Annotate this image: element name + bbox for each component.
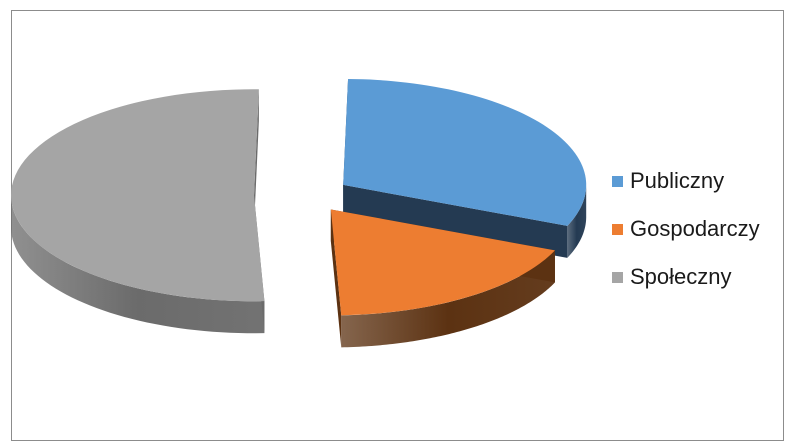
pie-top-publiczny bbox=[343, 78, 587, 226]
pie-slice-publiczny bbox=[343, 78, 587, 258]
pie-wall-spoleczny-1 bbox=[254, 89, 259, 228]
pie-side-publiczny bbox=[567, 185, 587, 258]
legend-label-spoleczny: Społeczny bbox=[630, 264, 732, 289]
pie-wall-publiczny-1 bbox=[343, 184, 568, 258]
pie-top-spoleczny bbox=[11, 89, 265, 302]
legend-label-gospodarczy: Gospodarczy bbox=[630, 216, 760, 241]
pie-slice-spoleczny bbox=[11, 89, 265, 334]
pie-top-gospodarczy bbox=[330, 209, 555, 316]
legend-label-publiczny: Publiczny bbox=[630, 168, 725, 193]
pie-side-gospodarczy bbox=[341, 250, 555, 348]
pie-slice-gospodarczy bbox=[330, 209, 555, 348]
legend-swatch-spoleczny bbox=[612, 272, 623, 283]
legend-swatch-publiczny bbox=[612, 176, 623, 187]
pie-wall-gospodarczy-1 bbox=[330, 209, 342, 348]
legend-swatch-gospodarczy bbox=[612, 224, 623, 235]
pie-side-spoleczny bbox=[11, 196, 265, 334]
